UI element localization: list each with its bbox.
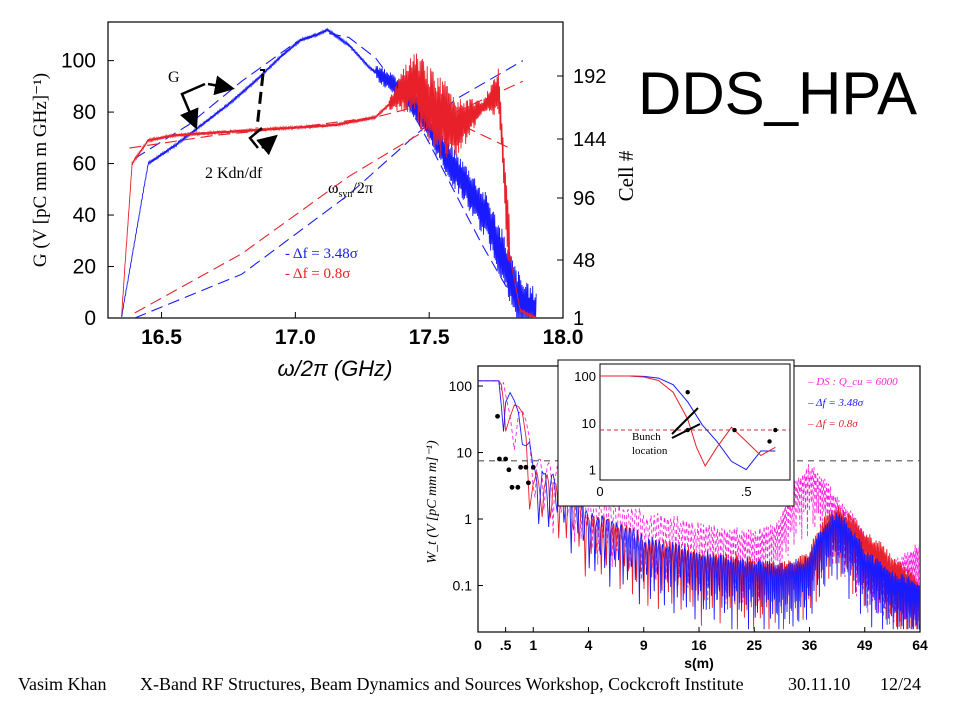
series-line	[120, 53, 537, 318]
bunch-point	[526, 480, 531, 486]
plot-frame	[107, 21, 564, 319]
y-tick-label: 10	[456, 445, 472, 461]
omega-subscript: syn	[339, 189, 353, 200]
series-line	[478, 380, 920, 630]
inset-x-tick-label: .5	[741, 484, 752, 499]
y2-tick-label: 1	[573, 308, 584, 330]
legend-entry: – Δf = 3.48σ	[807, 397, 864, 409]
inset-y-tick-label: 1	[589, 463, 596, 478]
x-tick-label: 1	[529, 637, 537, 653]
inset-y-tick-label: 100	[574, 369, 596, 384]
x-tick-label: 25	[746, 637, 762, 653]
legend-entry: - Δf = 0.8σ	[285, 266, 350, 282]
bunch-point	[530, 464, 536, 470]
y-tick-label: 80	[73, 101, 96, 124]
x-tick-label: 49	[857, 637, 873, 653]
y-tick-label: 20	[73, 256, 96, 279]
x-tick-label: 17.0	[275, 326, 316, 349]
inset-box	[557, 359, 795, 507]
footer-author: Vasim Khan	[18, 674, 107, 694]
inset-arrow	[671, 407, 699, 435]
x-tick-label: 0	[474, 637, 482, 653]
divider-dash	[255, 73, 265, 129]
inset-bunch-point	[773, 427, 778, 433]
legend-entry: – Δf = 0.8σ	[807, 418, 858, 430]
bunch-point	[515, 484, 521, 490]
kdn-arrow-right	[256, 134, 278, 156]
bunch-point	[503, 456, 509, 462]
bunch-point	[506, 467, 512, 473]
g-arrow-right	[207, 75, 235, 96]
omega-symbol: ω	[328, 180, 339, 197]
impedance-chart: 16.5 17.0 17.5 18.0 0 20 40 60 80 100 1 48 96 144 192 ω…	[30, 21, 638, 381]
inset-y-tick-label: 10	[582, 416, 596, 431]
bunch-point	[523, 464, 529, 470]
x-axis-label: ω/2π (GHz)	[278, 356, 393, 381]
x-axis-label: s(m)	[684, 655, 714, 671]
y2-tick-label: 96	[573, 188, 595, 210]
x-tick-label: .5	[500, 637, 512, 653]
y2-tick-label: 144	[573, 129, 606, 151]
inset-bunch-point	[685, 389, 690, 395]
slide-title: DDS_HPA	[638, 60, 917, 127]
omega-tail: /2π	[352, 180, 373, 197]
inset-annotation-line2: location	[632, 445, 668, 457]
x-tick-label: 36	[802, 637, 818, 653]
y-tick-label: 100	[61, 50, 96, 73]
y-axis-label: W_t (V [pC mm m]⁻¹)	[425, 440, 440, 564]
g-arrow-left	[179, 82, 206, 130]
bunch-point	[495, 413, 500, 419]
inset-series-line	[600, 375, 776, 467]
x-tick-label: 17.5	[409, 326, 450, 349]
kdn-arrow-left	[248, 127, 263, 149]
x-tick-label: 64	[912, 637, 928, 653]
legend-entry: – DS : Q_cu = 6000	[807, 376, 898, 388]
footer-event: X-Band RF Structures, Beam Dynamics and …	[140, 674, 744, 694]
inset-annotation-line1: Bunch	[632, 431, 661, 443]
kdn-label: 2 Kdn/df	[205, 165, 263, 182]
footer-page-number: 12/24	[880, 674, 922, 694]
x-tick-label: 18.0	[543, 326, 584, 349]
plot-area	[120, 27, 537, 318]
inset-bunch-point	[732, 427, 737, 433]
omega-syn-label: ωsyn/2π	[328, 180, 373, 200]
y-tick-label: 40	[73, 204, 96, 227]
y-axis-label: G (V [pC mm m GHz]⁻¹)	[30, 73, 51, 267]
arrow-top-stub	[260, 69, 265, 72]
x-tick-label: 9	[640, 637, 648, 653]
g-label: G	[168, 69, 180, 86]
bunch-point	[509, 484, 515, 490]
inset-arrow	[671, 423, 701, 439]
y2-axis-label: Cell #	[614, 150, 638, 201]
footer-date: 30.11.10	[788, 674, 851, 694]
y-tick-label: 60	[73, 153, 96, 176]
x-tick-label: 4	[585, 637, 593, 653]
series-line	[134, 60, 524, 318]
y-tick-label: 100	[449, 378, 473, 394]
x-tick-label: 16.5	[141, 326, 182, 349]
y-tick-label: 0.1	[453, 578, 473, 594]
legend-entry: - Δf = 3.48σ	[285, 246, 358, 262]
bunch-point	[518, 464, 524, 470]
bunch-point	[496, 456, 502, 462]
y-tick-label: 1	[464, 511, 472, 527]
inset-x-tick-label: 0	[596, 484, 603, 499]
y-tick-label: 0	[84, 307, 96, 330]
x-tick-label: 16	[691, 637, 707, 653]
y2-tick-label: 192	[573, 66, 606, 88]
series-line	[134, 31, 510, 293]
inset-bunch-point	[767, 439, 772, 444]
y2-tick-label: 48	[573, 250, 595, 272]
inset-frame	[599, 363, 791, 481]
